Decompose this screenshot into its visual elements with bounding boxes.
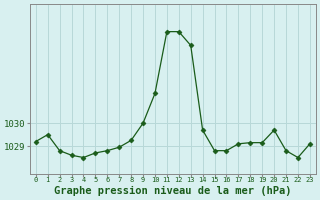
- X-axis label: Graphe pression niveau de la mer (hPa): Graphe pression niveau de la mer (hPa): [54, 186, 292, 196]
